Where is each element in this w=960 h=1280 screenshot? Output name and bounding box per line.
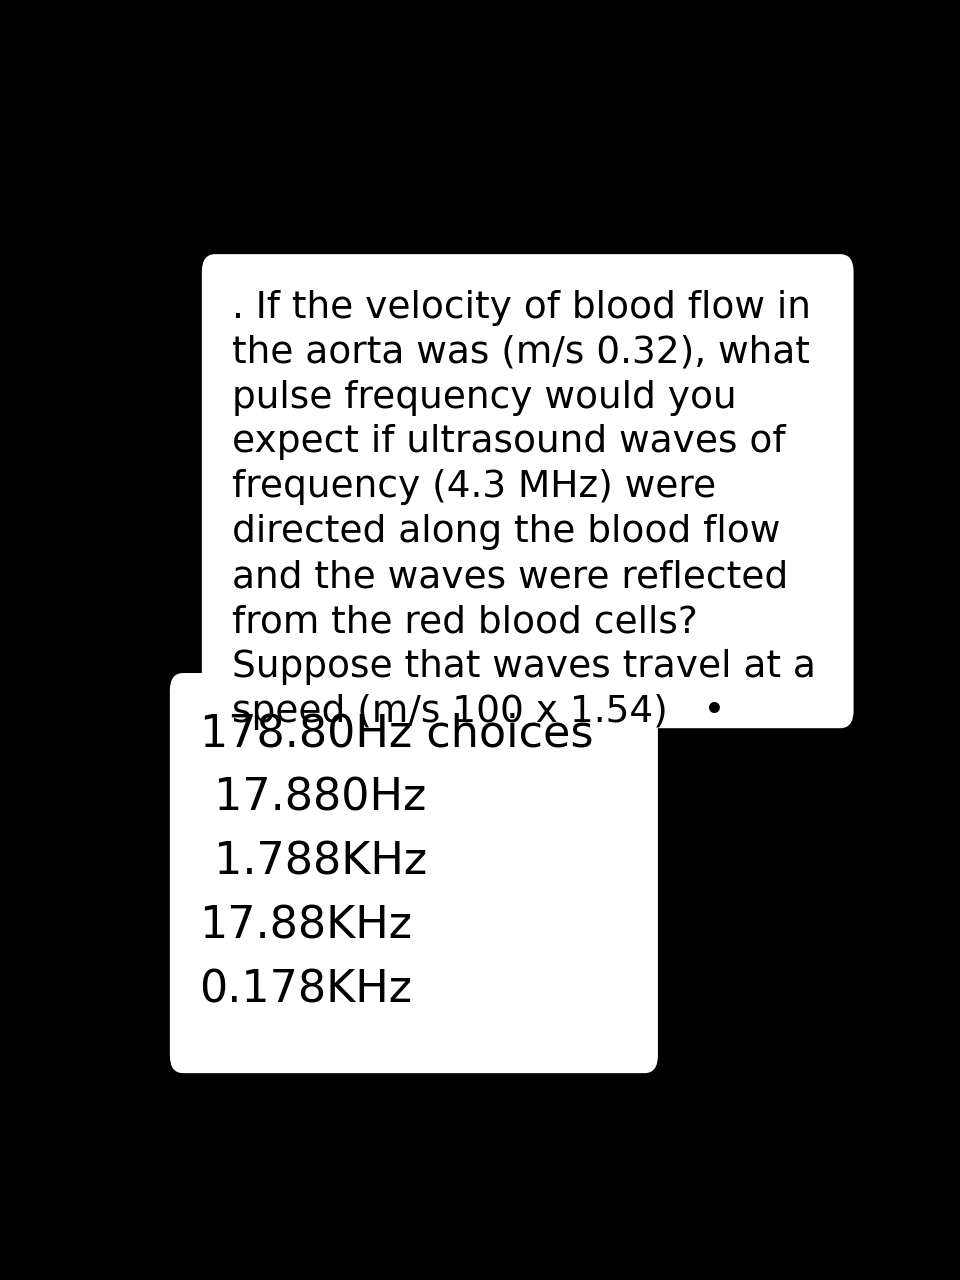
FancyBboxPatch shape [170, 673, 658, 1073]
Text: 17.880Hz: 17.880Hz [200, 777, 426, 819]
Text: 0.178KHz: 0.178KHz [200, 969, 413, 1011]
Text: 17.88KHz: 17.88KHz [200, 905, 413, 947]
Text: 1.788KHz: 1.788KHz [200, 841, 427, 883]
Text: . If the velocity of blood flow in
the aorta was (m/s 0.32), what
pulse frequenc: . If the velocity of blood flow in the a… [231, 289, 815, 731]
FancyBboxPatch shape [202, 255, 853, 728]
Text: 178.80Hz choices: 178.80Hz choices [200, 713, 593, 755]
